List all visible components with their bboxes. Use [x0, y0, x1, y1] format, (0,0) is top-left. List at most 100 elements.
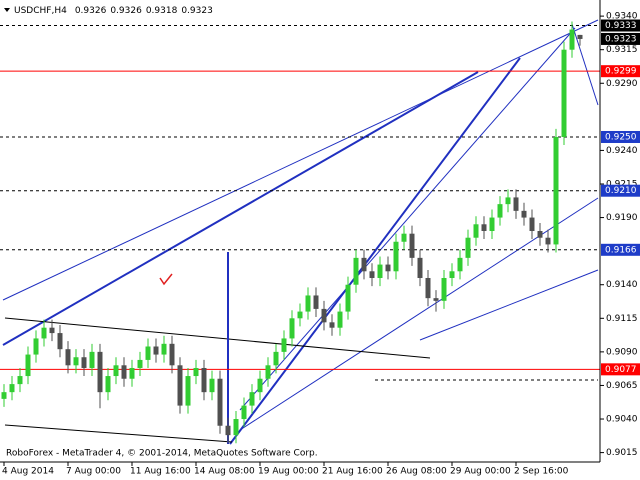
- candle-body: [377, 264, 383, 279]
- drawings: [2, 19, 599, 445]
- y-tick-label: 0.9340: [606, 12, 638, 22]
- candle-body: [193, 367, 199, 377]
- candle-body: [369, 271, 375, 279]
- axes: 0.9340 0.9315 0.9290 0.9240 0.9215 0.9190 0.91…: [2, 12, 640, 477]
- trend-line: [2, 71, 479, 346]
- candle-body: [441, 278, 447, 301]
- price-label-box: [601, 363, 640, 376]
- candle-body: [65, 349, 71, 366]
- candle-body: [177, 365, 183, 406]
- y-tick-label: 0.9315: [606, 45, 638, 55]
- candle-body: [481, 224, 487, 231]
- candle-body: [97, 351, 103, 393]
- y-tick-label: 0.9240: [606, 146, 638, 156]
- candle-body: [353, 257, 359, 285]
- candle-body: [329, 322, 335, 328]
- candle-body: [305, 295, 311, 312]
- candle-body: [33, 338, 39, 355]
- x-tick-label: 7 Aug 00:00: [66, 467, 121, 477]
- y-tick-label: 0.9040: [606, 415, 638, 425]
- candle-body: [521, 210, 527, 218]
- candle-body: [17, 376, 23, 385]
- x-tick-label: 4 Aug 2014: [2, 467, 54, 477]
- price-label: 0.9250: [605, 132, 637, 142]
- x-tick-label: 11 Aug 16:00: [130, 467, 191, 477]
- candle-body: [49, 327, 55, 334]
- candle-body: [273, 351, 279, 366]
- forecast-line: [571, 23, 599, 106]
- candle-body: [513, 197, 519, 211]
- price-label-box: [601, 32, 640, 45]
- candle-body: [289, 318, 295, 339]
- candle-body: [537, 231, 543, 238]
- symbol: USDCHF,H4: [14, 6, 67, 16]
- x-tick-label: 26 Aug 08:00: [386, 467, 447, 477]
- channel-line: [419, 269, 599, 341]
- candle-body: [297, 311, 303, 319]
- candle-body: [281, 338, 287, 352]
- candle-body: [161, 343, 167, 355]
- candle-body: [41, 327, 47, 339]
- candle-body: [57, 333, 63, 350]
- x-tick-label: 29 Aug 00:00: [450, 467, 511, 477]
- y-tick-label: 0.9215: [606, 179, 638, 189]
- price-label: 0.9210: [605, 186, 637, 196]
- candle-body: [169, 343, 175, 366]
- candle-body: [337, 311, 343, 328]
- candle-body: [265, 365, 271, 379]
- candle-body: [249, 392, 255, 406]
- header-close: 0.9323: [181, 6, 213, 16]
- candle-body: [121, 365, 127, 379]
- candle-body: [153, 346, 159, 355]
- x-tick-label: 14 Aug 08:00: [194, 467, 255, 477]
- candle-body: [553, 136, 559, 245]
- candle-body: [393, 241, 399, 272]
- y-tick-label: 0.9190: [606, 213, 638, 223]
- x-tick-label: 21 Aug 16:00: [322, 467, 383, 477]
- header-open: 0.9326: [75, 6, 107, 16]
- levels: [0, 25, 600, 370]
- candle-body: [433, 298, 439, 301]
- footer: RoboForex - MetaTrader 4, © 2001-2014, M…: [6, 449, 318, 459]
- candle-body: [113, 365, 119, 377]
- price-label: 0.9299: [605, 67, 637, 77]
- y-tick-label: 0.9290: [606, 79, 638, 89]
- candle-body: [449, 271, 455, 279]
- candle-body: [505, 197, 511, 205]
- candle-body: [577, 34, 583, 39]
- candle-body: [529, 217, 535, 231]
- candle-body: [217, 378, 223, 426]
- candle-body: [201, 367, 207, 393]
- candle-body: [473, 224, 479, 238]
- chart-header: USDCHF,H4 0.9326 0.9326 0.9318 0.9323: [14, 6, 213, 16]
- price-label-box: [601, 19, 640, 32]
- price-label: 0.9333: [605, 21, 637, 31]
- candle-body: [81, 357, 87, 368]
- price-label-box: [601, 130, 640, 143]
- candle-body: [137, 359, 143, 368]
- candle-body: [145, 346, 151, 360]
- y-tick-label: 0.9115: [606, 314, 638, 324]
- candle-body: [457, 257, 463, 272]
- candle-body: [345, 284, 351, 312]
- candle-body: [241, 405, 247, 420]
- price-label: 0.9077: [605, 365, 637, 375]
- y-tick-label: 0.9065: [606, 381, 638, 391]
- candle-body: [465, 237, 471, 258]
- header-low: 0.9318: [146, 6, 178, 16]
- candle-body: [25, 354, 31, 377]
- candle-body: [225, 425, 231, 436]
- channel-line: [239, 27, 576, 411]
- price-label-box: [601, 184, 640, 197]
- candle-body: [233, 419, 239, 436]
- candle-body: [385, 264, 391, 272]
- candle-body: [561, 49, 567, 137]
- candle-body: [321, 308, 327, 323]
- candle-body: [209, 378, 215, 393]
- header-high: 0.9326: [110, 6, 142, 16]
- channel-line: [2, 19, 599, 301]
- candle-body: [129, 367, 135, 379]
- price-label-box: [601, 243, 640, 256]
